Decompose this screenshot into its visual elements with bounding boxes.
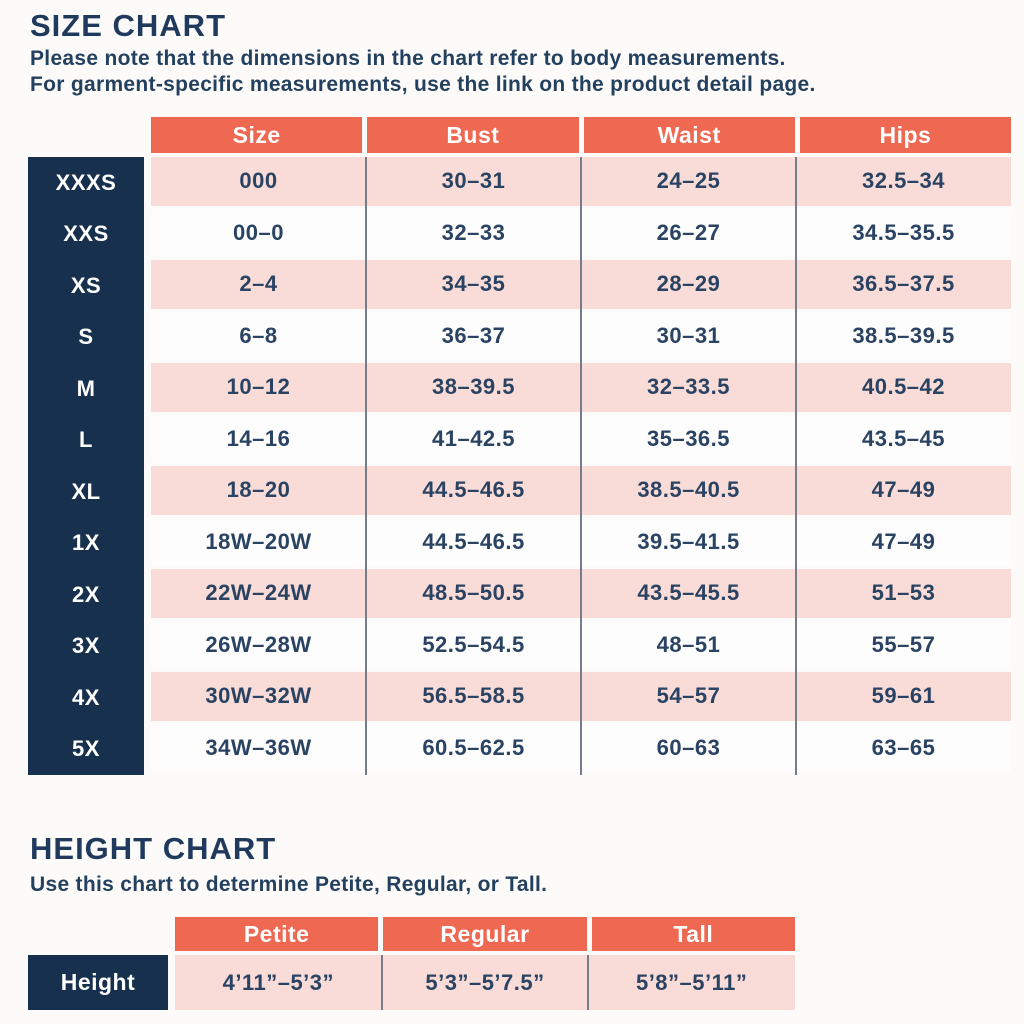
size-cell-waist: 26–27 (656, 219, 721, 245)
size-cell-hips: 43.5–45 (861, 425, 946, 451)
size-cell-bust: 44.5–46.5 (422, 477, 525, 503)
size-cell-bust: 34–35 (441, 271, 506, 297)
size-cell-size: 22W–24W (205, 580, 312, 606)
size-chart-table: 000 30–31 24–25 32.5–34 00–0 32–33 26–27 34.5–3… (151, 157, 1011, 775)
size-cell-waist: 28–29 (656, 271, 721, 297)
height-column-header-petite: Petite (175, 917, 379, 951)
size-cell-hips: 36.5–37.5 (852, 271, 955, 297)
size-cell-size: 2–4 (239, 271, 278, 297)
height-chart-table: 4’11”–5’3” 5’3”–5’7.5” 5’8”–5’11” (175, 955, 795, 1010)
size-cell-hips: 34.5–35.5 (852, 219, 955, 245)
height-column-divider-1 (380, 955, 383, 1010)
size-cell-bust: 60.5–62.5 (422, 734, 525, 760)
size-row-label-5x: 5X (72, 736, 100, 762)
size-cell-hips: 63–65 (871, 734, 936, 760)
size-row-label-4x: 4X (72, 684, 100, 710)
size-cell-size: 00–0 (233, 219, 284, 245)
size-cell-waist: 30–31 (656, 322, 721, 348)
size-chart-subtitle-line1: Please note that the dimensions in the c… (30, 47, 786, 70)
size-cell-bust: 41–42.5 (431, 425, 516, 451)
size-chart-label-column: XXXS XXS XS S M L XL 1X 2X 3X 4X 5X (28, 157, 144, 775)
size-cell-waist: 39.5–41.5 (637, 528, 740, 554)
size-row-label-1x: 1X (72, 530, 100, 556)
height-chart-row-label: Height (28, 955, 168, 1010)
size-column-divider-1 (365, 157, 367, 775)
size-row-label-s: S (78, 324, 94, 350)
size-row-label-2x: 2X (72, 581, 100, 607)
size-cell-hips: 51–53 (871, 580, 936, 606)
height-chart-subtitle: Use this chart to determine Petite, Regu… (30, 873, 548, 896)
size-cell-bust: 56.5–58.5 (422, 683, 525, 709)
size-row-label-3x: 3X (72, 633, 100, 659)
size-chart-title: SIZE CHART (30, 8, 226, 43)
size-cell-hips: 38.5–39.5 (852, 322, 955, 348)
size-cell-bust: 48.5–50.5 (422, 580, 525, 606)
size-cell-hips: 59–61 (871, 683, 936, 709)
size-cell-bust: 32–33 (441, 219, 506, 245)
size-cell-hips: 47–49 (871, 477, 936, 503)
size-column-divider-3 (795, 157, 797, 775)
size-column-divider-2 (580, 157, 582, 775)
height-chart-header-row: Petite Regular Tall (175, 917, 795, 951)
size-column-header-waist: Waist (583, 117, 795, 153)
size-cell-size: 6–8 (239, 322, 278, 348)
size-row-label-xxxs: XXXS (55, 169, 117, 195)
size-cell-hips: 47–49 (871, 528, 936, 554)
size-cell-hips: 32.5–34 (861, 168, 946, 194)
size-cell-bust: 30–31 (441, 168, 506, 194)
size-cell-hips: 55–57 (871, 631, 936, 657)
size-cell-waist: 43.5–45.5 (637, 580, 740, 606)
size-cell-bust: 38–39.5 (431, 374, 516, 400)
size-cell-size: 18–20 (226, 477, 291, 503)
size-cell-bust: 52.5–54.5 (422, 631, 525, 657)
size-cell-size: 26W–28W (205, 631, 312, 657)
size-row-label-xxs: XXS (63, 221, 109, 247)
height-value-petite: 4’11”–5’3” (222, 969, 335, 995)
size-cell-waist: 35–36.5 (646, 425, 731, 451)
size-cell-waist: 38.5–40.5 (637, 477, 740, 503)
size-column-header-size: Size (151, 117, 363, 153)
height-chart-title: HEIGHT CHART (30, 831, 277, 866)
size-column-header-hips: Hips (799, 117, 1011, 153)
size-cell-size: 18W–20W (205, 528, 312, 554)
size-row-label-xl: XL (71, 478, 101, 504)
size-column-header-bust: Bust (367, 117, 579, 153)
height-value-tall: 5’8”–5’11” (635, 969, 748, 995)
size-cell-size: 000 (239, 168, 278, 194)
size-row-label-l: L (79, 427, 93, 453)
height-value-regular: 5’3”–5’7.5” (425, 969, 545, 995)
size-chart-subtitle-line2: For garment-specific measurements, use t… (30, 73, 816, 96)
size-cell-waist: 60–63 (656, 734, 721, 760)
size-cell-bust: 44.5–46.5 (422, 528, 525, 554)
size-cell-waist: 24–25 (656, 168, 721, 194)
height-column-header-tall: Tall (591, 917, 795, 951)
height-column-header-regular: Regular (383, 917, 587, 951)
size-row-label-m: M (76, 375, 96, 401)
size-cell-hips: 40.5–42 (861, 374, 946, 400)
size-cell-bust: 36–37 (441, 322, 506, 348)
size-cell-size: 10–12 (226, 374, 291, 400)
size-row-label-xs: XS (70, 272, 102, 298)
size-cell-waist: 54–57 (656, 683, 721, 709)
size-cell-size: 30W–32W (205, 683, 312, 709)
size-cell-size: 34W–36W (205, 734, 312, 760)
size-cell-waist: 32–33.5 (646, 374, 731, 400)
size-chart-header-row: Size Bust Waist Hips (151, 117, 1011, 153)
size-cell-waist: 48–51 (656, 631, 721, 657)
height-column-divider-2 (587, 955, 590, 1010)
size-cell-size: 14–16 (226, 425, 291, 451)
